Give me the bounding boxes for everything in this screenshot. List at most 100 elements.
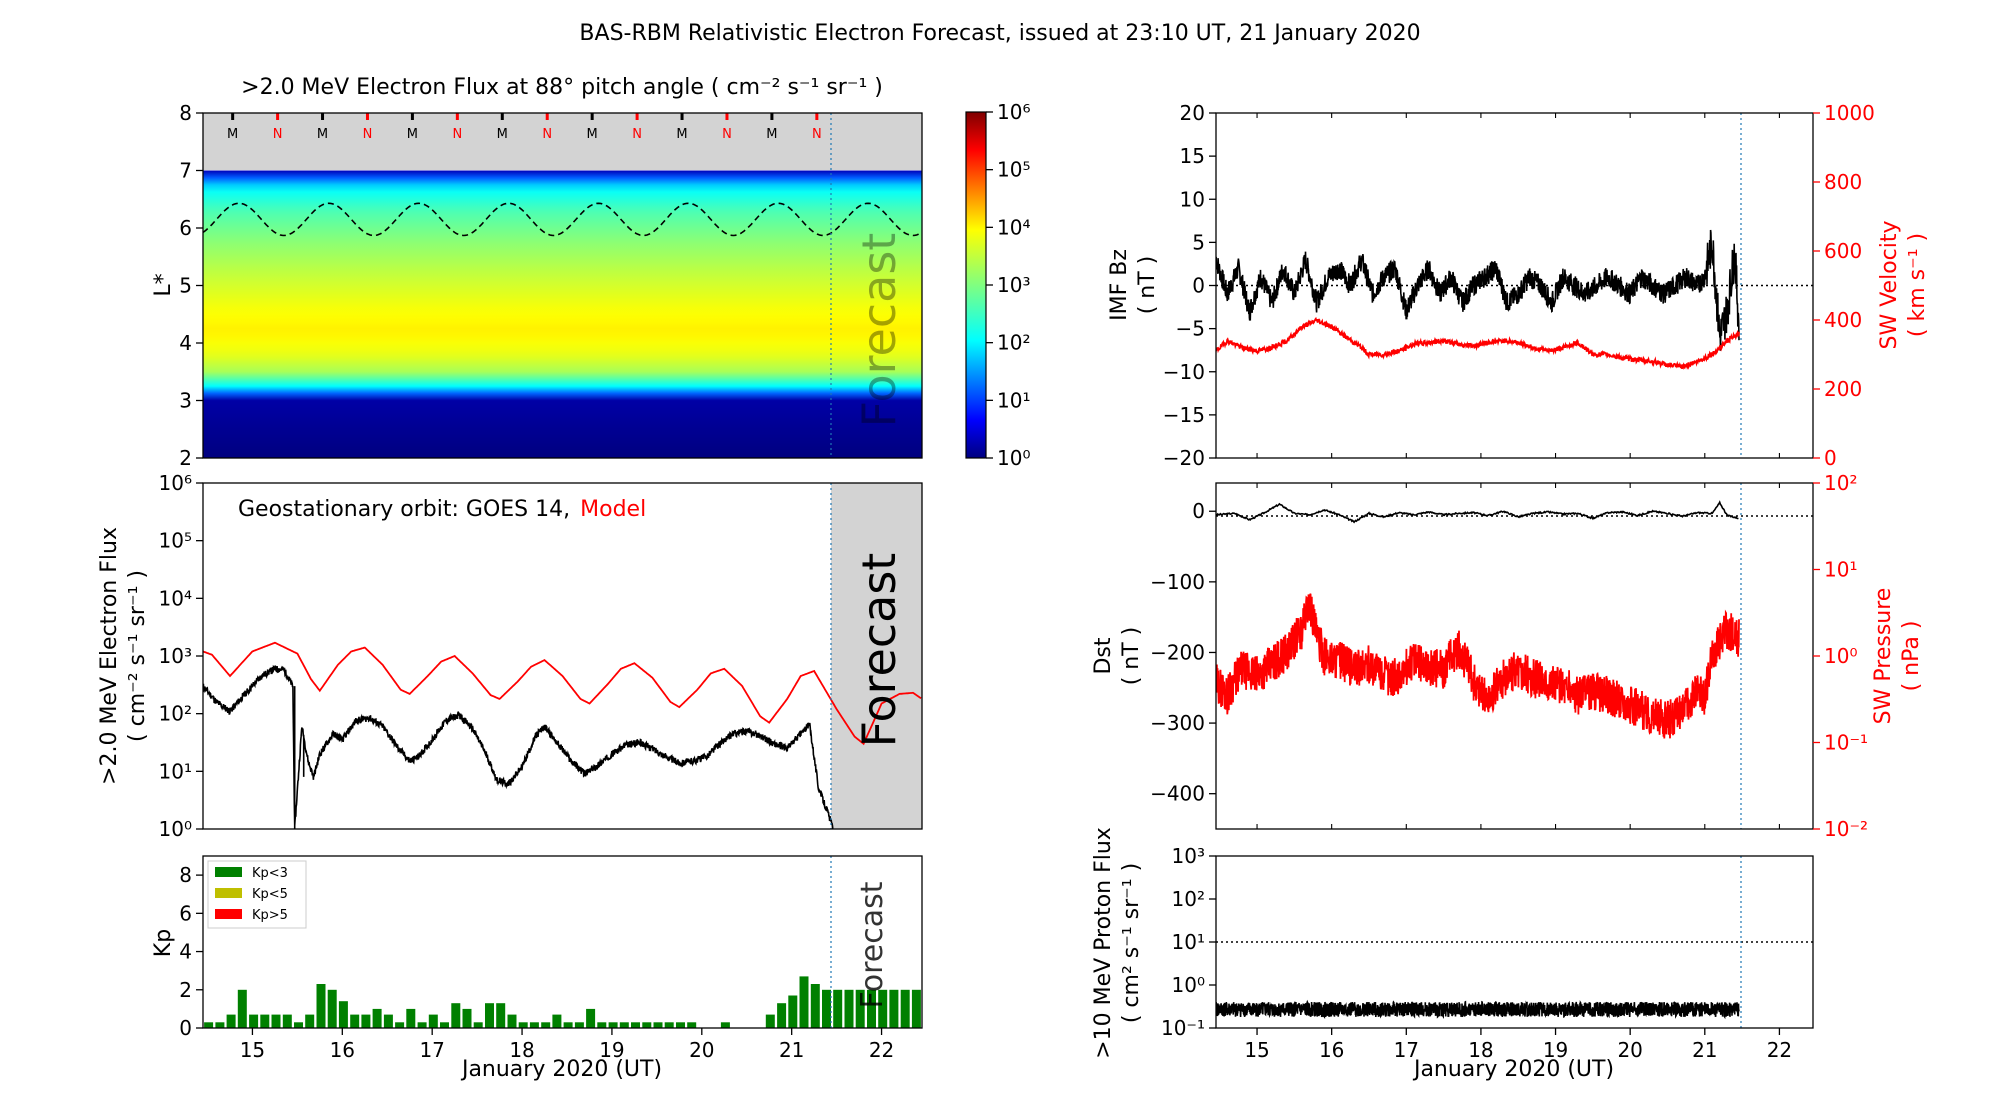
- imf-y-tick-label: −20: [1163, 446, 1205, 470]
- kp-legend-high: Kp>5: [252, 908, 288, 923]
- kp-bar: [215, 1022, 225, 1028]
- geo-forecast-shade: [831, 483, 922, 829]
- imf-y-tick-label: 5: [1192, 230, 1205, 254]
- imf-ylabel-unit: ( nT ): [1135, 256, 1160, 315]
- lt-marker-label: M: [766, 127, 777, 142]
- kp-bar: [844, 989, 854, 1028]
- kp-bar: [338, 1001, 348, 1028]
- geo-y-tick-label: 10⁰: [159, 817, 192, 841]
- kp-bar: [676, 1022, 685, 1028]
- swv-ylabel: SW Velocity: [1877, 220, 1902, 349]
- swp-y-tick-label: 10⁻²: [1824, 817, 1868, 841]
- imf-y-tick-label: 15: [1180, 144, 1205, 168]
- kp-bar: [406, 1008, 416, 1028]
- colorbar-tick-label: 10³: [997, 273, 1030, 297]
- lt-marker-label: M: [676, 127, 687, 142]
- geo-y-tick-label: 10⁵: [159, 529, 192, 553]
- swv-y-tick-label: 1000: [1824, 101, 1875, 125]
- lt-marker-label: M: [587, 127, 598, 142]
- imf-frame: [1215, 112, 1814, 459]
- x-tick-label: 22: [869, 1038, 894, 1062]
- heatmap-flux-field: [203, 170, 922, 458]
- kp-bar: [911, 989, 921, 1028]
- kp-bar: [271, 1014, 281, 1028]
- kp-bar: [485, 1003, 494, 1028]
- kp-bar: [810, 984, 820, 1028]
- swv-y-tick-label: 400: [1824, 308, 1862, 332]
- colorbar-gradient: [965, 111, 987, 459]
- lt-marker-label: N: [722, 127, 732, 142]
- kp-bar: [833, 989, 843, 1028]
- kp-y-axis: 0 2 4 6 8: [179, 863, 203, 1040]
- x-tick-label: 18: [1468, 1038, 1493, 1062]
- heatmap-title: >2.0 MeV Electron Flux at 88° pitch angl…: [241, 75, 883, 100]
- colorbar-tick-label: 10⁴: [997, 215, 1030, 239]
- sw-velocity-y-axis: 0 200 400 600 800 1000: [1813, 101, 1875, 470]
- kp-bar: [855, 989, 865, 1028]
- swp-y-tick-label: 10²: [1824, 471, 1857, 495]
- kp-bar: [631, 1022, 640, 1028]
- goes-flux-line: [203, 664, 834, 829]
- x-tick-label: 17: [419, 1038, 444, 1062]
- kp-frame: [202, 855, 923, 1029]
- heatmap-y-tick-label: 8: [179, 101, 192, 125]
- proton-y-tick-label: 10⁻¹: [1161, 1016, 1205, 1040]
- x-tick-label: 15: [1244, 1038, 1269, 1062]
- colorbar: 10⁰ 10¹ 10² 10³ 10⁴ 10⁵ 10⁶: [965, 100, 1030, 470]
- kp-bar: [529, 1022, 539, 1028]
- sw-velocity-line: [1216, 316, 1740, 370]
- geo-annotation-text: Geostationary orbit: GOES 14,: [238, 497, 570, 522]
- kp-bar: [765, 1014, 775, 1028]
- heatmap-y-tick-label: 4: [179, 331, 192, 355]
- dst-ylabel-unit: ( nT ): [1119, 627, 1144, 686]
- kp-bar: [642, 1022, 652, 1028]
- kp-bar: [282, 1014, 292, 1028]
- colorbar-tick-label: 10⁰: [997, 446, 1030, 470]
- forecast-watermark-kp: Forecast: [855, 881, 890, 1008]
- forecast-watermark-geo: Forecast: [852, 553, 906, 748]
- colorbar-tick-label: 10⁵: [997, 158, 1030, 182]
- kp-bar: [372, 1008, 382, 1028]
- geo-y-tick-label: 10⁶: [159, 471, 192, 495]
- x-tick-label: 19: [599, 1038, 624, 1062]
- lt-marker-label: N: [363, 127, 373, 142]
- proton-y-tick-label: 10¹: [1172, 930, 1205, 954]
- heatmap-y-tick-label: 5: [179, 274, 192, 298]
- imf-y-tick-label: 0: [1192, 274, 1205, 298]
- geostationary-l-star-line: [203, 202, 922, 237]
- kp-y-tick-label: 4: [179, 940, 192, 964]
- kp-legend-swatch-high: [215, 909, 242, 919]
- proton-flux-line: [1216, 999, 1740, 1020]
- proton-y-tick-label: 10²: [1172, 887, 1205, 911]
- proton-ylabel-units: ( cm² s⁻¹ sr⁻¹ ): [1119, 863, 1144, 1023]
- dst-y-tick-label: −300: [1150, 711, 1205, 735]
- right-xlabel: January 2020 (UT): [1412, 1057, 1614, 1082]
- proton-y-axis: 10⁻¹ 10⁰ 10¹ 10² 10³: [1161, 844, 1216, 1040]
- kp-bar: [608, 1022, 618, 1028]
- kp-bar: [428, 1014, 438, 1028]
- geo-annotation-model: Model: [580, 497, 646, 522]
- kp-bar: [305, 1014, 315, 1028]
- kp-bar: [889, 989, 899, 1028]
- kp-bar: [294, 1022, 303, 1028]
- kp-legend-swatch-mid: [215, 888, 242, 898]
- geo-y-axis: 10⁰ 10¹ 10² 10³ 10⁴ 10⁵ 10⁶: [159, 471, 203, 841]
- kp-bar: [664, 1022, 674, 1028]
- colorbar-tick-label: 10⁶: [997, 100, 1030, 124]
- left-xlabel: January 2020 (UT): [460, 1057, 662, 1082]
- kp-y-tick-label: 0: [179, 1016, 192, 1040]
- kp-bar: [822, 989, 831, 1028]
- kp-bar: [878, 989, 888, 1028]
- lt-marker-label: N: [632, 127, 642, 142]
- sw-pressure-y-axis: 10⁻² 10⁻¹ 10⁰ 10¹ 10²: [1813, 471, 1868, 841]
- kp-legend-mid: Kp<5: [252, 887, 288, 902]
- imf-y-tick-label: −10: [1163, 360, 1205, 384]
- heatmap-ylabel: L*: [151, 273, 176, 296]
- swv-y-tick-label: 800: [1824, 170, 1862, 194]
- kp-bar: [226, 1014, 236, 1028]
- proton-ylabel: >10 MeV Proton Flux: [1091, 827, 1116, 1059]
- swp-y-tick-label: 10⁻¹: [1824, 731, 1868, 755]
- x-tick-label: 21: [1692, 1038, 1717, 1062]
